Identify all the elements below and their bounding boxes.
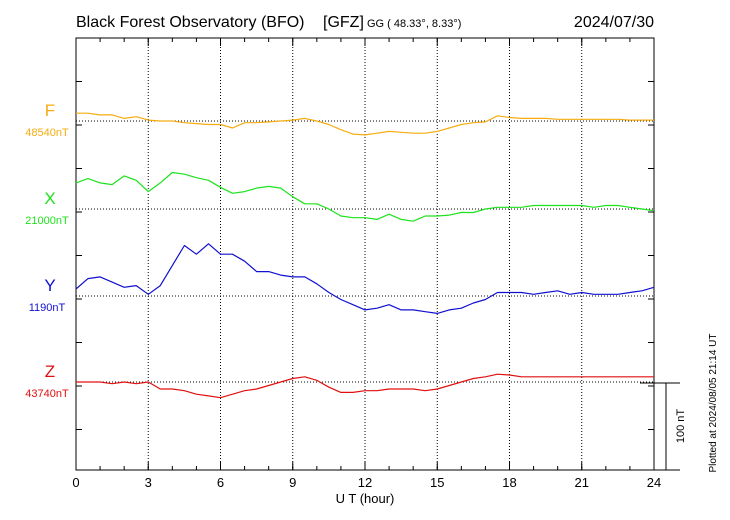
x-tick-label: 15: [430, 475, 444, 490]
scale-bar: [640, 382, 680, 471]
date-label: 2024/07/30: [574, 14, 654, 31]
baseline-label-z: 43740nT: [25, 388, 69, 400]
series-line-z: [76, 373, 654, 399]
x-tick-label: 24: [647, 475, 661, 490]
plotted-timestamp: Plotted at 2024/08/05 21:14 UT: [708, 334, 719, 473]
scale-bar-label: 100 nT: [675, 409, 687, 444]
x-tick-labels: 0 3 6 9 12 15 18 21 24: [72, 475, 661, 490]
series-line-f: [76, 112, 654, 136]
baseline-label-y: 1190nT: [29, 302, 66, 314]
x-tick-label: 3: [145, 475, 152, 490]
series-line-x: [75, 171, 655, 222]
series-name-z: Z: [45, 362, 55, 381]
baseline-label-f: 48540nT: [25, 127, 69, 139]
x-tick-label: 12: [358, 475, 372, 490]
baseline-label-x: 21000nT: [25, 215, 69, 227]
series-name-y: Y: [44, 276, 55, 295]
coordinates-label: GG ( 48.33°, 8.33°): [367, 18, 461, 30]
component-labels: F 48540nT X 21000nT Y 1190nT Z 43740nT: [25, 101, 69, 400]
x-tick-label: 9: [289, 475, 296, 490]
x-tick-label: 6: [217, 475, 224, 490]
series-name-f: F: [45, 101, 55, 120]
series-name-x: X: [44, 189, 55, 208]
x-tick-label: 18: [502, 475, 516, 490]
x-tick-label: 0: [72, 475, 79, 490]
x-axis-label: U T (hour): [336, 491, 395, 506]
institute-label: [GFZ]: [323, 14, 364, 31]
axis-ticks: [75, 37, 655, 470]
x-tick-label: 21: [575, 475, 589, 490]
series-line-y: [75, 243, 655, 314]
observatory-title: Black Forest Observatory (BFO): [76, 14, 305, 31]
series-lines: [75, 112, 655, 399]
grid-lines: [76, 38, 654, 470]
